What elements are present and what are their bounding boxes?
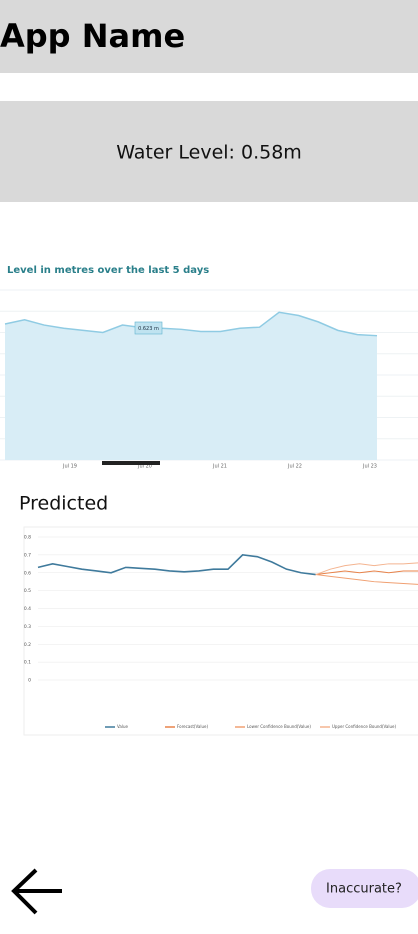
chart-frame (23, 526, 418, 736)
back-arrow[interactable] (11, 868, 62, 915)
water-level: Water Level: 0.58m (116, 142, 302, 164)
inaccurate-button[interactable] (311, 869, 418, 908)
status-box (0, 101, 418, 202)
legend-label: Lower Confidence Bound(Value) (247, 724, 311, 729)
line (37, 554, 316, 576)
header-bar (0, 0, 418, 73)
legend-label: Upper Confidence Bound(Value) (332, 724, 396, 729)
x-tick-label: Jul 22 (287, 464, 302, 470)
y-tick-label: 0.5 (24, 588, 31, 594)
y-tick-label: 0.3 (24, 624, 31, 630)
chart-title: Level in metres over the last 5 days (7, 265, 209, 276)
x-tick-label: Jul 19 (62, 464, 77, 470)
y-tick-label: 0.8 (24, 535, 31, 541)
line (315, 562, 418, 576)
area (5, 312, 377, 460)
tooltip (134, 321, 163, 335)
tooltip-text: 0.623 m (138, 326, 159, 332)
y-tick-label: 0 (28, 678, 31, 684)
button-label[interactable]: Inaccurate? (326, 882, 402, 897)
legend-label: Value (117, 724, 129, 729)
line (4, 311, 378, 337)
y-tick-label: 0.4 (24, 606, 31, 612)
scrollbar (102, 461, 160, 465)
y-tick-label: 0.6 (24, 570, 31, 576)
y-tick-label: 0.1 (24, 660, 31, 666)
app-title: App Name (0, 17, 185, 55)
x-tick-label: Jul 20 (137, 464, 152, 470)
x-tick-label: Jul 21 (212, 464, 227, 470)
y-tick-label: 0.2 (24, 642, 31, 648)
y-tick-label: 0.7 (24, 552, 31, 558)
back-button[interactable] (11, 868, 62, 915)
legend-label: Forecast(Value) (177, 724, 208, 729)
x-tick-label: Jul 23 (362, 464, 377, 470)
chart-title: Predicted (19, 493, 108, 515)
line (315, 570, 418, 576)
line (315, 574, 418, 585)
